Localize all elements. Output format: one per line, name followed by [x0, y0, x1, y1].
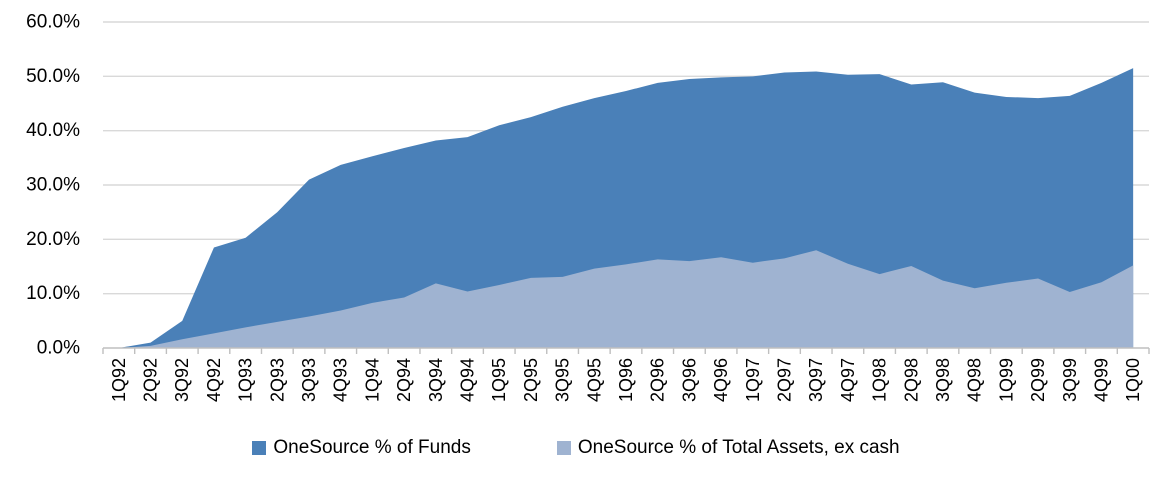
x-axis-label: 4Q94 [458, 358, 478, 402]
x-axis-label: 4Q99 [1091, 358, 1111, 402]
legend-swatch-assets [556, 440, 571, 455]
legend-label-assets: OneSource % of Total Assets, ex cash [577, 437, 900, 458]
x-axis-label: 2Q95 [521, 358, 541, 402]
y-axis-label: 50.0% [26, 66, 80, 87]
x-axis-label: 4Q98 [965, 358, 985, 402]
x-axis-label: 1Q00 [1123, 358, 1143, 402]
y-axis-label: 60.0% [26, 12, 80, 33]
x-axis-label: 3Q99 [1060, 358, 1080, 402]
x-axis-label: 3Q92 [172, 358, 192, 402]
x-axis-label: 3Q98 [933, 358, 953, 402]
x-axis-label: 2Q99 [1028, 358, 1048, 402]
x-axis-label: 2Q98 [901, 358, 921, 402]
x-axis-label: 3Q96 [679, 358, 699, 402]
x-axis-label: 1Q99 [996, 358, 1016, 402]
x-axis-label: 2Q92 [141, 358, 161, 402]
x-axis-label: 3Q94 [426, 358, 446, 402]
x-axis-label: 2Q96 [648, 358, 668, 402]
x-axis-label: 4Q96 [711, 358, 731, 402]
y-axis-label: 40.0% [26, 120, 80, 141]
x-axis-label: 1Q97 [743, 358, 763, 402]
legend-item-funds: OneSource % of Funds [252, 438, 471, 457]
x-axis-label: 1Q92 [109, 358, 129, 402]
x-axis-label: 3Q93 [299, 358, 319, 402]
x-axis-label: 1Q94 [362, 358, 382, 402]
x-axis-label: 1Q98 [870, 358, 890, 402]
x-axis-label: 1Q95 [489, 358, 509, 402]
chart-legend: OneSource % of Funds OneSource % of Tota… [0, 438, 1152, 457]
plot-area: 0.0% 10.0% 20.0% 30.0% 40.0% 50.0% 60.0% 1Q92 2Q… [26, 12, 1150, 402]
y-axis-label: 20.0% [26, 229, 80, 250]
x-axis-label: 1Q96 [616, 358, 636, 402]
x-axis-label: 2Q93 [267, 358, 287, 402]
x-axis-label: 2Q97 [774, 358, 794, 402]
x-axis-label: 3Q95 [553, 358, 573, 402]
x-axis-label: 4Q95 [584, 358, 604, 402]
y-axis-label: 0.0% [37, 338, 80, 359]
x-axis-label: 2Q94 [394, 358, 414, 402]
y-axis-label: 10.0% [26, 283, 80, 304]
x-axis-label: 1Q93 [236, 358, 256, 402]
x-axis-label: 4Q93 [331, 358, 351, 402]
x-axis-label: 4Q97 [838, 358, 858, 402]
legend-swatch-funds [252, 440, 267, 455]
legend-item-assets: OneSource % of Total Assets, ex cash [556, 437, 900, 458]
x-axis-label: 3Q97 [806, 358, 826, 402]
y-axis-label: 30.0% [26, 175, 80, 196]
x-axis-label: 4Q92 [204, 358, 224, 402]
series-area-assets [118, 250, 1134, 348]
legend-label-funds: OneSource % of Funds [273, 437, 471, 458]
